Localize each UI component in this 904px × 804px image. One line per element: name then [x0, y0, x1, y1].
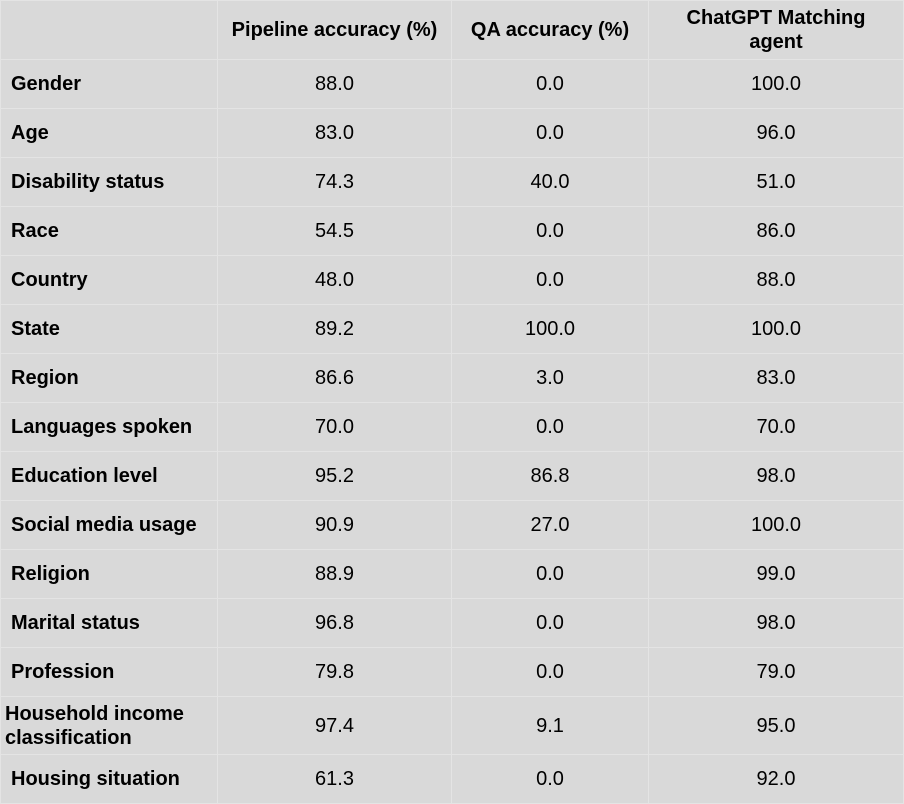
chatgpt-matching-cell: 98.0 [648, 598, 904, 648]
qa-accuracy-cell: 0.0 [451, 549, 649, 599]
row-label: Disability status [0, 157, 218, 207]
pipeline-accuracy-cell: 48.0 [217, 255, 452, 305]
qa-accuracy-cell: 100.0 [451, 304, 649, 354]
row-label: Age [0, 108, 218, 158]
chatgpt-matching-cell: 100.0 [648, 500, 904, 550]
row-label: Marital status [0, 598, 218, 648]
pipeline-accuracy-cell: 61.3 [217, 754, 452, 804]
table-row: Housing situation 61.3 0.0 92.0 [0, 754, 904, 804]
table-row: Race 54.5 0.0 86.0 [0, 206, 904, 256]
table-row: Gender 88.0 0.0 100.0 [0, 59, 904, 109]
chatgpt-matching-cell: 99.0 [648, 549, 904, 599]
pipeline-accuracy-cell: 54.5 [217, 206, 452, 256]
row-label: Profession [0, 647, 218, 697]
table-header-row: Pipeline accuracy (%) QA accuracy (%) Ch… [0, 0, 904, 60]
column-header-chatgpt-matching-agent: ChatGPT Matching agent [648, 0, 904, 60]
qa-accuracy-cell: 40.0 [451, 157, 649, 207]
chatgpt-matching-cell: 88.0 [648, 255, 904, 305]
row-label: Race [0, 206, 218, 256]
row-label: Languages spoken [0, 402, 218, 452]
qa-accuracy-cell: 0.0 [451, 754, 649, 804]
column-header-qa-accuracy: QA accuracy (%) [451, 0, 649, 60]
qa-accuracy-cell: 0.0 [451, 647, 649, 697]
row-label: Housing situation [0, 754, 218, 804]
pipeline-accuracy-cell: 90.9 [217, 500, 452, 550]
row-label: Country [0, 255, 218, 305]
row-label: Education level [0, 451, 218, 501]
row-label: Religion [0, 549, 218, 599]
chatgpt-matching-cell: 100.0 [648, 304, 904, 354]
pipeline-accuracy-cell: 79.8 [217, 647, 452, 697]
chatgpt-matching-cell: 95.0 [648, 696, 904, 755]
table-row: Education level 95.2 86.8 98.0 [0, 451, 904, 501]
qa-accuracy-cell: 0.0 [451, 402, 649, 452]
table-row: State 89.2 100.0 100.0 [0, 304, 904, 354]
row-label: Region [0, 353, 218, 403]
pipeline-accuracy-cell: 86.6 [217, 353, 452, 403]
qa-accuracy-cell: 0.0 [451, 598, 649, 648]
table-row: Social media usage 90.9 27.0 100.0 [0, 500, 904, 550]
pipeline-accuracy-cell: 74.3 [217, 157, 452, 207]
qa-accuracy-cell: 3.0 [451, 353, 649, 403]
chatgpt-matching-cell: 79.0 [648, 647, 904, 697]
table-row: Age 83.0 0.0 96.0 [0, 108, 904, 158]
table-row: Profession 79.8 0.0 79.0 [0, 647, 904, 697]
table-row: Disability status 74.3 40.0 51.0 [0, 157, 904, 207]
chatgpt-matching-cell: 86.0 [648, 206, 904, 256]
row-label: Household income classification [0, 696, 218, 755]
chatgpt-matching-cell: 92.0 [648, 754, 904, 804]
pipeline-accuracy-cell: 97.4 [217, 696, 452, 755]
chatgpt-matching-cell: 83.0 [648, 353, 904, 403]
table-row: Household income classification 97.4 9.1 95… [0, 696, 904, 755]
qa-accuracy-cell: 86.8 [451, 451, 649, 501]
qa-accuracy-cell: 27.0 [451, 500, 649, 550]
column-header-attribute [0, 0, 218, 60]
chatgpt-matching-cell: 96.0 [648, 108, 904, 158]
row-label: Gender [0, 59, 218, 109]
row-label: State [0, 304, 218, 354]
qa-accuracy-cell: 0.0 [451, 206, 649, 256]
chatgpt-matching-cell: 70.0 [648, 402, 904, 452]
table-row: Religion 88.9 0.0 99.0 [0, 549, 904, 599]
pipeline-accuracy-cell: 88.0 [217, 59, 452, 109]
chatgpt-matching-cell: 98.0 [648, 451, 904, 501]
pipeline-accuracy-cell: 70.0 [217, 402, 452, 452]
pipeline-accuracy-cell: 88.9 [217, 549, 452, 599]
column-header-pipeline-accuracy: Pipeline accuracy (%) [217, 0, 452, 60]
pipeline-accuracy-cell: 96.8 [217, 598, 452, 648]
table-body: Gender 88.0 0.0 100.0 Age 83.0 0.0 96.0 Disabili… [0, 59, 904, 804]
chatgpt-matching-cell: 51.0 [648, 157, 904, 207]
table-row: Country 48.0 0.0 88.0 [0, 255, 904, 305]
chatgpt-matching-cell: 100.0 [648, 59, 904, 109]
pipeline-accuracy-cell: 89.2 [217, 304, 452, 354]
qa-accuracy-cell: 0.0 [451, 255, 649, 305]
table-row: Region 86.6 3.0 83.0 [0, 353, 904, 403]
table-row: Marital status 96.8 0.0 98.0 [0, 598, 904, 648]
pipeline-accuracy-cell: 95.2 [217, 451, 452, 501]
qa-accuracy-cell: 0.0 [451, 108, 649, 158]
qa-accuracy-cell: 9.1 [451, 696, 649, 755]
qa-accuracy-cell: 0.0 [451, 59, 649, 109]
row-label: Social media usage [0, 500, 218, 550]
pipeline-accuracy-cell: 83.0 [217, 108, 452, 158]
table-row: Languages spoken 70.0 0.0 70.0 [0, 402, 904, 452]
column-header-chatgpt-label: ChatGPT Matching agent [686, 7, 866, 53]
